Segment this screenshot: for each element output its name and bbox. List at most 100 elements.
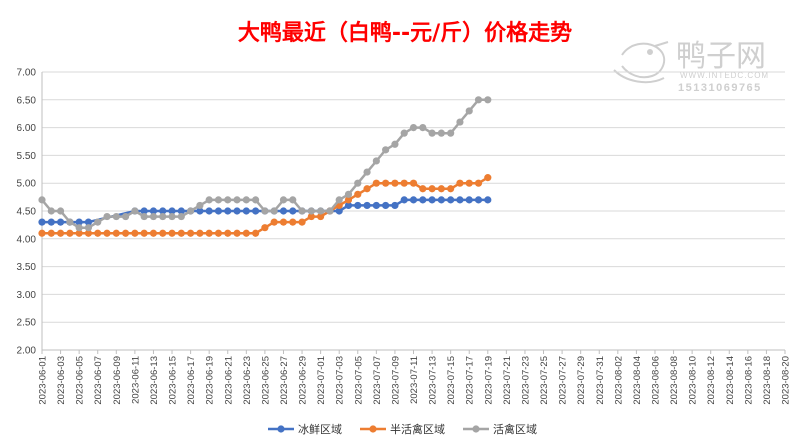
data-point	[168, 229, 176, 237]
data-point	[279, 196, 288, 204]
data-point	[400, 196, 408, 204]
data-point	[168, 207, 176, 215]
data-point	[484, 196, 492, 204]
data-point	[447, 196, 455, 204]
data-point	[224, 196, 232, 204]
y-tick-label: 5.00	[17, 179, 37, 190]
data-point	[474, 179, 483, 187]
data-point	[84, 224, 93, 232]
legend-swatch-marker	[277, 425, 285, 433]
data-point	[75, 229, 83, 237]
y-tick-label: 3.00	[17, 290, 37, 301]
x-tick-label: 2023-06-07	[93, 356, 104, 405]
x-tick-labels: 2023-06-01 2023-06-03 2023-06-05 2023-06-07…	[38, 356, 792, 405]
data-point	[242, 229, 250, 237]
legend: 冰鲜区域 半活禽区域 活禽区域	[268, 422, 537, 436]
data-point	[47, 207, 55, 215]
x-tick-label: 2023-06-17	[186, 356, 197, 405]
data-point	[140, 212, 148, 221]
data-point	[465, 179, 473, 187]
data-point	[121, 212, 130, 221]
data-point	[233, 229, 241, 237]
data-point	[409, 196, 418, 204]
x-tick-label: 2023-07-01	[316, 356, 327, 405]
series-2	[38, 174, 492, 237]
data-point	[94, 229, 102, 237]
x-tick-label: 2023-06-27	[279, 356, 290, 405]
data-point	[84, 229, 93, 237]
data-point	[121, 229, 130, 237]
y-tick-label: 2.50	[17, 318, 37, 329]
y-tick-label: 7.00	[17, 68, 37, 79]
data-point	[149, 207, 158, 215]
x-tick-label: 2023-06-05	[75, 356, 86, 405]
data-point	[289, 196, 297, 204]
data-point	[214, 207, 223, 215]
data-point	[419, 124, 427, 132]
data-point	[409, 179, 418, 187]
data-point	[465, 196, 473, 204]
y-tick-label: 6.00	[17, 123, 37, 134]
data-point	[38, 196, 46, 204]
data-point	[400, 129, 408, 137]
x-tick-label: 2023-07-25	[539, 356, 550, 405]
x-tick-label: 2023-07-13	[428, 356, 439, 405]
data-point	[94, 218, 102, 226]
watermark: 鸭子网 WWW.INTEDC.COM 15131069765	[613, 39, 768, 94]
data-point	[326, 207, 334, 215]
data-point	[372, 201, 380, 210]
legend-label: 半活禽区域	[390, 422, 445, 436]
data-point	[363, 201, 371, 210]
y-tick-label: 4.00	[17, 234, 37, 245]
data-point	[317, 212, 325, 221]
data-point	[335, 196, 343, 204]
data-point	[205, 196, 213, 204]
x-tick-label: 2023-06-09	[112, 356, 123, 405]
data-point	[75, 218, 83, 226]
data-point	[233, 207, 241, 215]
data-point	[131, 207, 139, 215]
data-point	[354, 190, 362, 198]
data-point	[344, 190, 353, 198]
data-point	[177, 207, 185, 215]
data-point	[456, 196, 464, 204]
data-point	[56, 218, 65, 226]
data-point	[447, 185, 455, 193]
data-point	[261, 224, 269, 232]
data-point	[344, 201, 353, 210]
data-point	[289, 207, 297, 215]
x-tick-label: 2023-06-25	[260, 356, 271, 405]
data-point	[409, 124, 418, 132]
data-point	[382, 201, 390, 210]
data-point	[428, 129, 436, 137]
data-point	[419, 185, 427, 193]
data-point	[474, 96, 483, 104]
x-tick-label: 2023-08-10	[688, 356, 699, 405]
data-point	[38, 229, 46, 237]
data-point	[382, 146, 390, 154]
data-point	[307, 207, 315, 215]
data-point	[196, 201, 204, 210]
data-point	[447, 129, 455, 137]
legend-item-3: 活禽区域	[463, 422, 537, 436]
x-tick-label: 2023-07-29	[576, 356, 587, 405]
x-tick-label: 2023-07-09	[390, 356, 401, 405]
axes	[41, 72, 786, 354]
x-tick-label: 2023-07-05	[353, 356, 364, 405]
data-point	[214, 229, 223, 237]
data-point	[252, 196, 260, 204]
data-point	[224, 229, 232, 237]
data-point	[112, 229, 120, 237]
x-tick-label: 2023-08-12	[706, 356, 717, 405]
data-point	[298, 218, 306, 226]
data-point	[428, 185, 436, 193]
x-tick-label: 2023-06-15	[168, 356, 179, 405]
data-point	[159, 229, 167, 237]
data-point	[391, 140, 399, 148]
data-point	[372, 157, 380, 165]
x-tick-label: 2023-06-01	[38, 356, 49, 405]
data-point	[242, 207, 250, 215]
data-point	[419, 196, 427, 204]
